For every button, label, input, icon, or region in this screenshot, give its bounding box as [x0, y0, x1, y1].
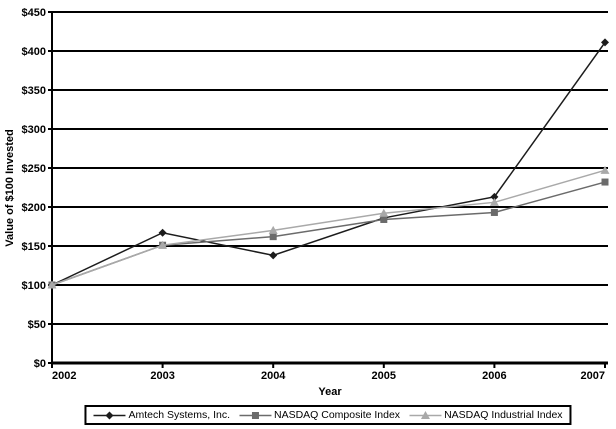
y-tick-label: $350: [22, 85, 46, 97]
y-tick-label: $250: [22, 163, 46, 175]
y-tick-label: $450: [22, 7, 46, 19]
x-tick-label: 2006: [482, 370, 506, 382]
diamond-marker-icon: [269, 251, 278, 260]
y-tick-label: $300: [22, 124, 46, 136]
square-marker-icon: [380, 215, 388, 223]
triangle-marker-icon: [379, 208, 389, 217]
diamond-marker-icon: [158, 228, 167, 237]
y-tick-label: $100: [22, 280, 46, 292]
diamond-marker-icon: [490, 192, 499, 201]
series-line: [51, 169, 606, 286]
triangle-marker-icon: [158, 240, 168, 249]
diamond-marker-icon: [601, 38, 609, 47]
chart-legend: Amtech Systems, Inc. NASDAQ Composite In…: [84, 405, 572, 425]
y-tick-label: $400: [22, 46, 46, 58]
triangle-marker-icon: [409, 410, 442, 419]
triangle-marker-icon: [420, 410, 430, 419]
legend-item-amtech: Amtech Systems, Inc.: [93, 409, 230, 421]
legend-label: Amtech Systems, Inc.: [128, 409, 230, 421]
x-axis-title: Year: [318, 386, 342, 398]
x-tick-label: 2005: [372, 370, 396, 382]
y-tick-label: $150: [22, 241, 46, 253]
diamond-marker-icon: [93, 411, 126, 419]
legend-item-nasdaq-industrial: NASDAQ Industrial Index: [409, 409, 563, 421]
x-tick-label: 2003: [150, 370, 174, 382]
square-marker-icon: [239, 411, 271, 419]
series-line: [51, 41, 606, 286]
triangle-marker-icon: [489, 197, 499, 206]
triangle-marker-icon: [600, 165, 610, 174]
triangle-marker-icon: [47, 280, 57, 289]
square-marker-icon: [490, 208, 498, 216]
diamond-marker-icon: [105, 411, 114, 419]
square-marker-icon: [601, 178, 609, 186]
y-tick-label: $200: [22, 202, 46, 214]
square-marker-icon: [269, 233, 277, 241]
legend-label: NASDAQ Industrial Index: [444, 409, 563, 421]
series-line: [51, 181, 606, 286]
triangle-marker-icon: [268, 225, 278, 234]
y-tick-label: $0: [34, 358, 46, 370]
x-tick-label: 2002: [52, 370, 76, 382]
square-marker-icon: [251, 411, 259, 419]
x-tick-label: 2007: [581, 370, 605, 382]
y-tick-label: $50: [28, 319, 46, 331]
legend-label: NASDAQ Composite Index: [274, 409, 401, 421]
y-axis-title: Value of $100 Invested: [4, 129, 16, 247]
x-tick-label: 2004: [261, 370, 286, 382]
legend-item-nasdaq-composite: NASDAQ Composite Index: [239, 409, 400, 421]
